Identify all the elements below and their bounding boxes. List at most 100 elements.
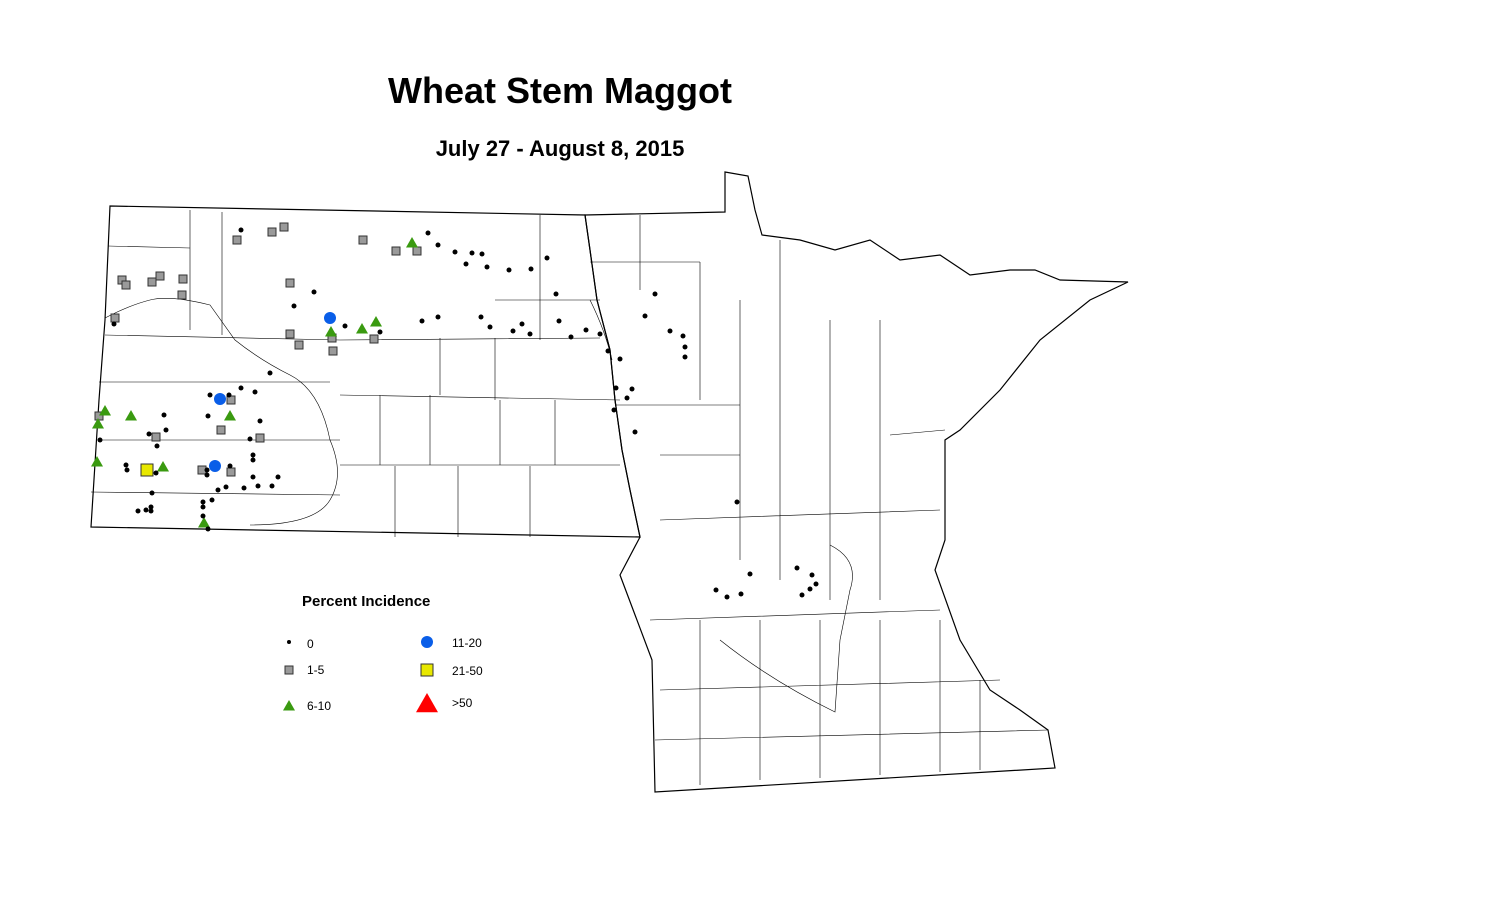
survey-site-marker-0 [528, 266, 534, 272]
survey-site-marker-0 [583, 327, 589, 333]
survey-site-marker-1-5 [369, 334, 379, 344]
survey-site-marker-0 [149, 490, 155, 496]
survey-site-marker-0 [227, 463, 233, 469]
survey-site-marker-0 [642, 313, 648, 319]
survey-site-marker-0 [205, 526, 211, 532]
survey-site-marker-0 [148, 508, 154, 514]
survey-site-marker-1-5 [151, 432, 161, 442]
survey-markers [91, 222, 819, 600]
survey-site-marker-0 [510, 328, 516, 334]
survey-site-marker-0 [161, 412, 167, 418]
north-dakota-outline [90, 205, 641, 538]
survey-site-marker-0 [204, 467, 210, 473]
survey-site-marker-0 [247, 436, 253, 442]
map-subtitle: July 27 - August 8, 2015 [435, 136, 685, 161]
survey-site-marker-0 [553, 291, 559, 297]
survey-site-marker-0 [97, 437, 103, 443]
survey-site-marker-1-5 [328, 346, 338, 356]
survey-site-marker-6-10 [224, 410, 236, 421]
survey-site-marker-0 [667, 328, 673, 334]
survey-site-marker-0 [200, 499, 206, 505]
survey-site-marker-1-5 [255, 433, 265, 443]
survey-site-marker-11-20 [324, 312, 336, 324]
survey-site-marker-6-10 [91, 456, 103, 467]
survey-site-marker-21-50 [140, 463, 154, 477]
survey-site-marker-11-20 [209, 460, 221, 472]
survey-site-marker-0 [111, 321, 117, 327]
survey-site-marker-6-10 [325, 326, 337, 337]
survey-site-marker-0 [204, 472, 210, 478]
survey-site-marker-1-5 [285, 278, 295, 288]
survey-site-marker-0 [463, 261, 469, 267]
legend-symbol-circle-icon [421, 636, 433, 648]
survey-site-marker-0 [734, 499, 740, 505]
survey-site-marker-0 [682, 344, 688, 350]
survey-site-marker-0 [146, 431, 152, 437]
survey-site-marker-0 [250, 474, 256, 480]
legend-title: Percent Incidence [302, 593, 431, 610]
survey-site-marker-0 [617, 356, 623, 362]
survey-site-marker-1-5 [232, 235, 242, 245]
survey-site-marker-0 [556, 318, 562, 324]
survey-site-marker-0 [629, 386, 635, 392]
survey-site-marker-0 [255, 483, 261, 489]
survey-site-marker-0 [478, 314, 484, 320]
survey-site-marker-0 [269, 483, 275, 489]
survey-site-marker-0 [506, 267, 512, 273]
survey-site-marker-0 [419, 318, 425, 324]
survey-site-marker-1-5 [110, 313, 120, 323]
survey-site-marker-0 [680, 333, 686, 339]
survey-site-marker-0 [257, 418, 263, 424]
survey-site-marker-0 [154, 443, 160, 449]
survey-site-marker-1-5 [279, 222, 289, 232]
survey-site-marker-0 [250, 452, 256, 458]
survey-site-marker-6-10 [92, 418, 104, 429]
legend-label-0: 0 [307, 637, 314, 651]
survey-site-marker-0 [469, 250, 475, 256]
survey-site-marker-0 [163, 427, 169, 433]
survey-site-marker-0 [238, 385, 244, 391]
legend-symbol-triangle-icon [416, 693, 438, 713]
legend-symbols [283, 636, 438, 713]
survey-site-marker-0 [794, 565, 800, 571]
survey-site-marker-0 [238, 227, 244, 233]
minnesota-outline [584, 171, 1129, 793]
survey-site-marker-1-5 [358, 235, 368, 245]
legend-label-21-50: 21-50 [452, 664, 483, 678]
survey-site-marker-0 [452, 249, 458, 255]
survey-site-marker-0 [215, 487, 221, 493]
survey-site-marker-0 [807, 586, 813, 592]
survey-site-marker-1-5 [391, 246, 401, 256]
survey-site-marker-6-10 [356, 323, 368, 334]
survey-site-marker-0 [487, 324, 493, 330]
survey-site-marker-0 [611, 407, 617, 413]
survey-site-marker-0 [200, 513, 206, 519]
legend-symbol-square-icon [284, 665, 294, 675]
survey-site-marker-0 [377, 329, 383, 335]
survey-site-marker-1-5 [294, 340, 304, 350]
survey-site-marker-11-20 [214, 393, 226, 405]
survey-site-marker-0 [682, 354, 688, 360]
county-boundaries [90, 210, 1049, 785]
survey-site-marker-0 [568, 334, 574, 340]
survey-site-marker-0 [738, 591, 744, 597]
survey-site-marker-0 [252, 389, 258, 395]
survey-site-marker-0 [223, 484, 229, 490]
survey-site-marker-0 [713, 587, 719, 593]
legend-label-1-5: 1-5 [307, 663, 325, 677]
survey-site-marker-1-5 [147, 277, 157, 287]
survey-site-marker-6-10 [370, 316, 382, 327]
survey-site-marker-0 [153, 470, 159, 476]
survey-site-marker-0 [435, 314, 441, 320]
survey-site-marker-0 [479, 251, 485, 257]
survey-site-marker-0 [632, 429, 638, 435]
survey-site-marker-0 [605, 348, 611, 354]
survey-site-marker-1-5 [177, 290, 187, 300]
legend-label-over-50: >50 [452, 696, 473, 710]
survey-site-marker-1-5 [121, 280, 131, 290]
survey-site-marker-0 [241, 485, 247, 491]
survey-site-marker-1-5 [216, 425, 226, 435]
survey-site-marker-0 [124, 467, 130, 473]
survey-site-marker-0 [519, 321, 525, 327]
survey-site-marker-6-10 [125, 410, 137, 421]
